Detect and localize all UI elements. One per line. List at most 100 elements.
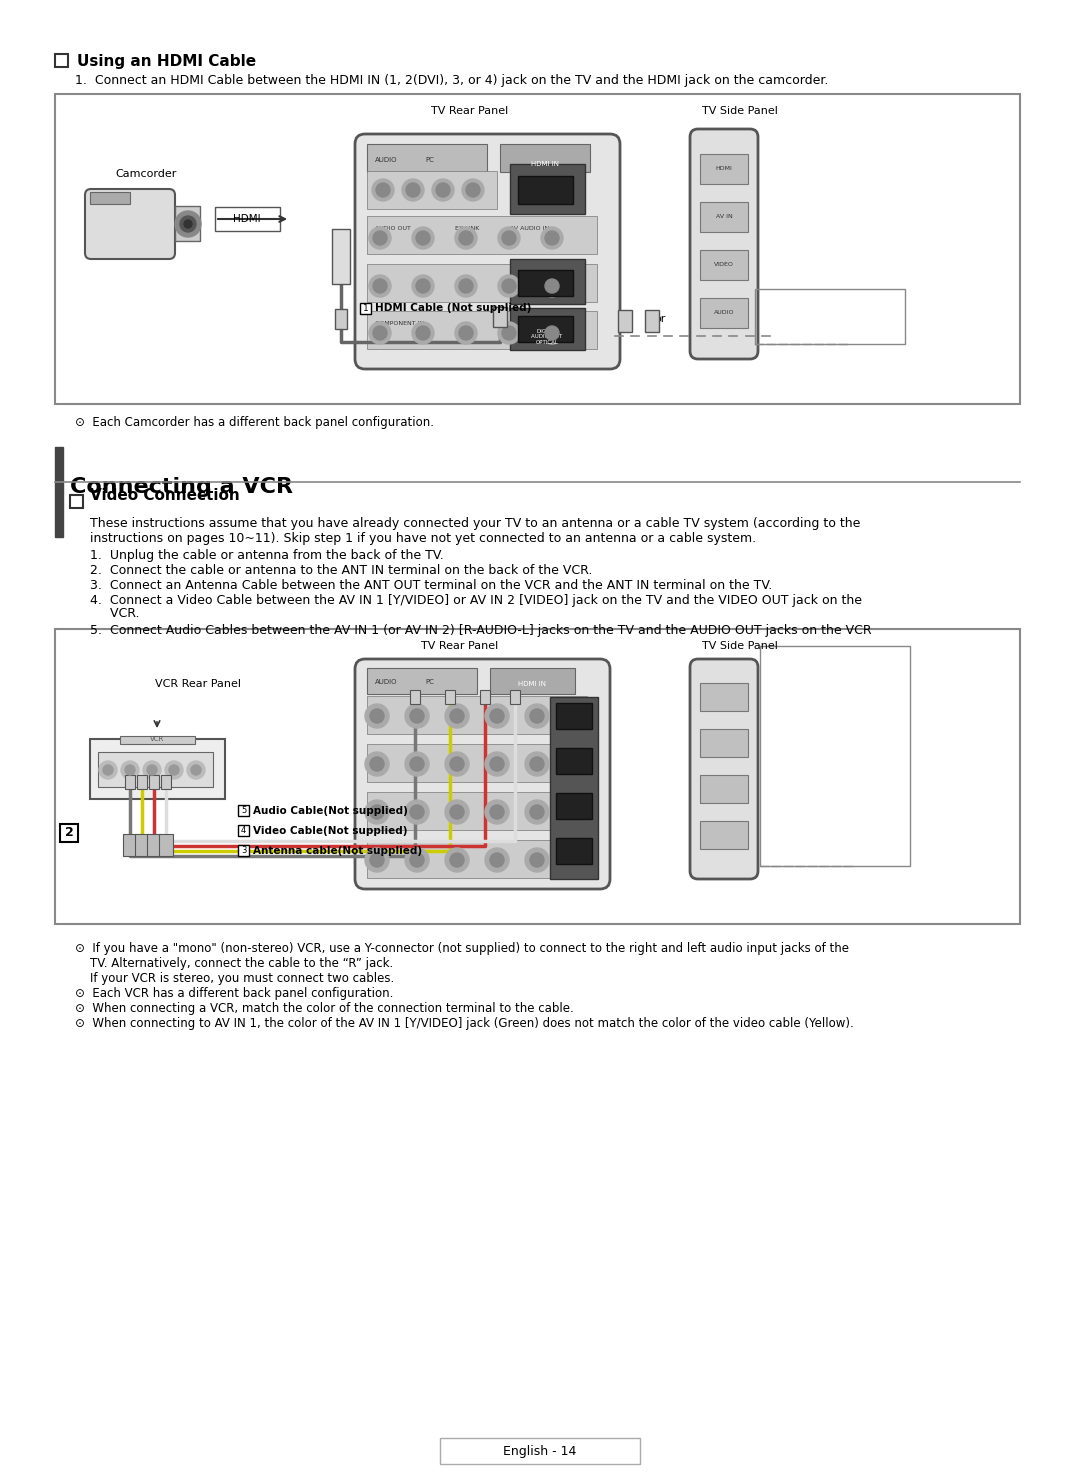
Circle shape [545,231,559,245]
Circle shape [376,182,390,197]
Text: TV Rear Panel: TV Rear Panel [431,107,509,116]
Circle shape [445,704,469,728]
Circle shape [187,760,205,780]
Circle shape [502,326,516,339]
Text: TV. Alternatively, connect the cable to the “R” jack.: TV. Alternatively, connect the cable to … [75,957,393,971]
Circle shape [405,848,429,871]
Text: 2.  Connect the cable or antenna to the ANT IN terminal on the back of the VCR.: 2. Connect the cable or antenna to the A… [90,565,592,576]
Circle shape [445,751,469,777]
Text: 1.  Connect an HDMI Cable between the HDMI IN (1, 2(DVI), 3, or 4) jack on the T: 1. Connect an HDMI Cable between the HDM… [75,74,828,87]
Circle shape [406,182,420,197]
Bar [367,840,588,877]
Bar [360,302,372,314]
FancyBboxPatch shape [690,129,758,359]
Circle shape [530,708,544,723]
Bar [760,646,910,865]
Bar [98,751,213,787]
Circle shape [485,704,509,728]
Circle shape [180,216,195,233]
Circle shape [530,854,544,867]
Bar [367,744,588,782]
Bar [125,775,135,788]
Bar [700,154,748,184]
FancyBboxPatch shape [690,659,758,879]
Bar [159,834,173,857]
Text: AUDIO OUT: AUDIO OUT [375,225,410,231]
Bar [700,821,748,849]
Text: HDMI Cable (Not supplied): HDMI Cable (Not supplied) [375,302,531,313]
Bar [492,307,507,328]
Circle shape [498,227,519,249]
Text: PC: PC [426,157,434,163]
FancyBboxPatch shape [355,133,620,369]
Circle shape [121,760,139,780]
Text: PC: PC [426,679,434,685]
Circle shape [411,227,434,249]
Text: ⊙  When connecting a VCR, match the color of the connection terminal to the cabl: ⊙ When connecting a VCR, match the color… [75,1002,573,1015]
Text: HDMI: HDMI [716,166,732,172]
Circle shape [498,276,519,296]
Bar [700,298,748,328]
Bar [149,775,159,788]
Bar [367,311,597,348]
Circle shape [502,279,516,293]
Circle shape [490,805,504,820]
Bar [700,683,748,711]
Bar [510,259,585,304]
Bar [510,691,519,704]
Circle shape [165,760,183,780]
Circle shape [450,708,464,723]
Bar [618,310,632,332]
Circle shape [370,854,384,867]
Circle shape [365,800,389,824]
Circle shape [410,757,424,771]
Text: 5: 5 [241,806,246,815]
Circle shape [143,760,161,780]
Text: AV IN: AV IN [716,215,732,219]
Circle shape [416,326,430,339]
Circle shape [184,219,192,228]
Bar [367,668,477,694]
Bar [238,805,249,817]
Bar [120,737,195,744]
Circle shape [405,751,429,777]
Bar [175,206,200,242]
Circle shape [530,805,544,820]
Circle shape [410,805,424,820]
Text: ⊙  If you have a "mono" (non-stereo) VCR, use a Y-connector (not supplied) to co: ⊙ If you have a "mono" (non-stereo) VCR,… [75,943,849,954]
Circle shape [168,765,179,775]
Circle shape [455,276,477,296]
Text: TV Rear Panel: TV Rear Panel [421,642,499,651]
Circle shape [411,322,434,344]
Bar [137,775,147,788]
Circle shape [485,848,509,871]
Bar [161,775,171,788]
Bar [556,748,592,774]
Circle shape [402,179,424,202]
Bar [367,697,588,734]
Bar [123,834,137,857]
Circle shape [405,800,429,824]
Circle shape [525,751,549,777]
Circle shape [485,800,509,824]
Circle shape [370,757,384,771]
Bar [135,834,149,857]
Circle shape [365,704,389,728]
Bar [55,628,1020,923]
Text: VIDEO: VIDEO [714,262,734,267]
Circle shape [369,276,391,296]
FancyBboxPatch shape [85,190,175,259]
Bar [445,691,455,704]
Bar [518,270,573,296]
Text: HDMI IN: HDMI IN [518,682,546,688]
Bar [70,495,83,508]
Text: 5.  Connect Audio Cables between the AV IN 1 (or AV IN 2) [R-AUDIO-L] jacks on t: 5. Connect Audio Cables between the AV I… [90,624,872,637]
Text: Video Connection: Video Connection [90,488,240,502]
Text: Camcorder: Camcorder [114,169,176,179]
Circle shape [410,708,424,723]
Text: EX LINK: EX LINK [455,225,480,231]
Text: These instructions assume that you have already connected your TV to an antenna : These instructions assume that you have … [90,517,861,531]
Circle shape [365,848,389,871]
Text: 4.  Connect a Video Cable between the AV IN 1 [Y/VIDEO] or AV IN 2 [VIDEO] jack : 4. Connect a Video Cable between the AV … [90,594,862,608]
Bar [55,448,63,536]
